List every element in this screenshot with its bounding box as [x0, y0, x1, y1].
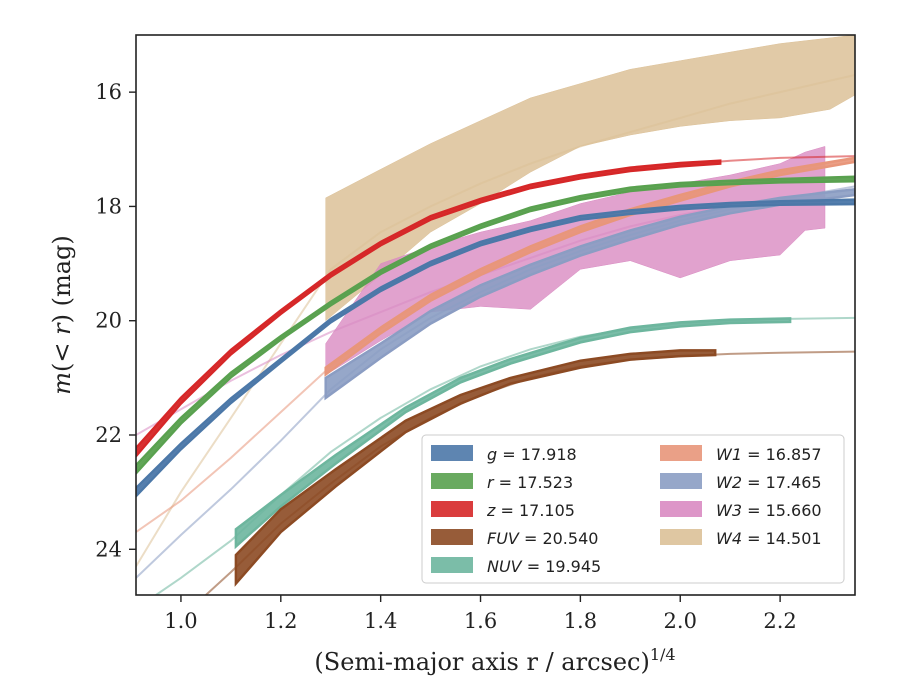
y-axis-ticks: 16 18 20 22 24: [95, 80, 136, 561]
x-tick-label: 2.0: [664, 609, 697, 633]
legend-label-z: z = 17.105: [486, 501, 575, 520]
legend-label-w2: W2 = 17.465: [716, 473, 822, 492]
legend-swatch-w3: [660, 501, 702, 517]
x-tick-label: 1.2: [264, 609, 297, 633]
legend-label-w1: W1 = 16.857: [716, 445, 822, 464]
legend-swatch-nuv: [431, 557, 473, 573]
x-tick-label: 1.4: [364, 609, 397, 633]
y-tick-label: 16: [95, 80, 122, 104]
x-axis-label-superscript: 1/4: [650, 645, 676, 664]
legend-label-r: r = 17.523: [487, 473, 573, 492]
legend-swatch-fuv: [431, 529, 473, 545]
x-axis-ticks: 1.0 1.2 1.4 1.6 1.8 2.0 2.2: [164, 595, 797, 633]
band-w2: [324, 188, 855, 401]
x-tick-label: 2.2: [763, 609, 796, 633]
x-axis-label: (Semi-major axis r / arcsec)1/4: [314, 645, 675, 676]
legend-label-w4: W4 = 14.501: [716, 529, 822, 548]
legend-label-w3: W3 = 15.660: [716, 501, 822, 520]
model-curves: [136, 74, 855, 595]
legend-label-fuv: FUV = 20.540: [487, 529, 598, 548]
y-tick-label: 22: [95, 423, 122, 447]
legend-swatch-r: [431, 473, 473, 489]
band-r: [136, 175, 855, 476]
legend-swatch-z: [431, 501, 473, 517]
legend-swatch-w2: [660, 473, 702, 489]
plot-frame: [135, 34, 856, 596]
model-curve-w4: [136, 74, 855, 567]
band-nuv: [234, 317, 792, 550]
legend-swatch-w1: [660, 445, 702, 461]
legend-box: [421, 434, 845, 584]
legend-label-nuv: NUV = 19.945: [487, 557, 601, 576]
y-axis-label: m(< r) (mag): [48, 235, 76, 395]
legend-label-g: g = 17.918: [487, 445, 577, 464]
band-fuv: [234, 349, 717, 587]
x-tick-label: 1.6: [464, 609, 497, 633]
y-tick-label: 24: [95, 537, 122, 561]
y-tick-label: 20: [95, 309, 122, 333]
y-tick-label: 18: [95, 194, 122, 218]
band-w1: [324, 156, 855, 377]
legend: g = 17.918 r = 17.523 z = 17.105 FUV = 20.5…: [421, 434, 845, 584]
band-g: [136, 198, 855, 498]
x-tick-label: 1.8: [564, 609, 597, 633]
legend-swatch-g: [431, 445, 473, 461]
legend-swatch-w4: [660, 529, 702, 545]
x-tick-label: 1.0: [164, 609, 197, 633]
band-z: [136, 159, 722, 459]
